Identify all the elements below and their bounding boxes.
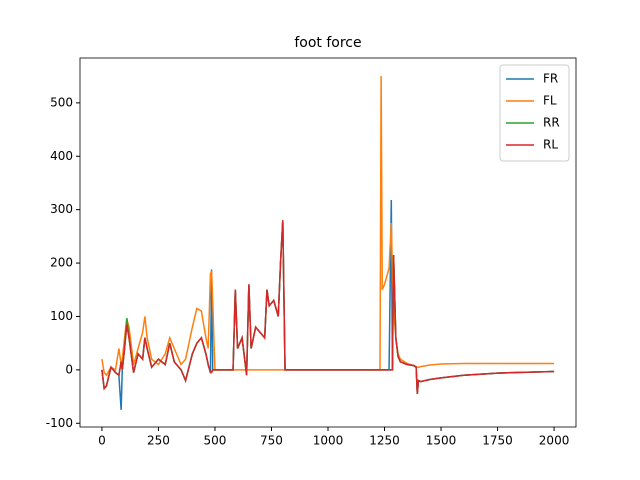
legend-label: FL — [543, 94, 557, 108]
x-tick-label: 1250 — [369, 434, 400, 448]
x-tick-label: 1750 — [482, 434, 513, 448]
series-line — [101, 76, 555, 377]
x-tick-label: 750 — [260, 434, 283, 448]
series-line — [101, 200, 555, 410]
legend-label: FR — [543, 72, 558, 86]
legend-label: RL — [543, 138, 558, 152]
y-tick-label: 500 — [50, 95, 73, 109]
legend-label: RR — [543, 116, 560, 130]
x-tick-label: 500 — [204, 434, 227, 448]
x-tick-label: 0 — [98, 434, 106, 448]
x-tick-label: 1500 — [426, 434, 457, 448]
plot-frame — [79, 57, 577, 428]
x-tick-label: 2000 — [539, 434, 570, 448]
x-tick-label: 250 — [147, 434, 170, 448]
y-tick-label: -100 — [46, 416, 73, 430]
legend-box — [499, 64, 570, 162]
series-line — [101, 220, 555, 394]
y-tick-label: 400 — [50, 149, 73, 163]
chart-title: foot force — [294, 35, 361, 51]
legend: FR FL RR RL — [499, 64, 570, 162]
y-tick-label: 200 — [50, 256, 73, 270]
y-tick-label: 0 — [65, 362, 73, 376]
series-line — [101, 220, 555, 394]
y-tick-label: 300 — [50, 202, 73, 216]
x-tick-label: 1000 — [313, 434, 344, 448]
y-tick-label: 100 — [50, 309, 73, 323]
